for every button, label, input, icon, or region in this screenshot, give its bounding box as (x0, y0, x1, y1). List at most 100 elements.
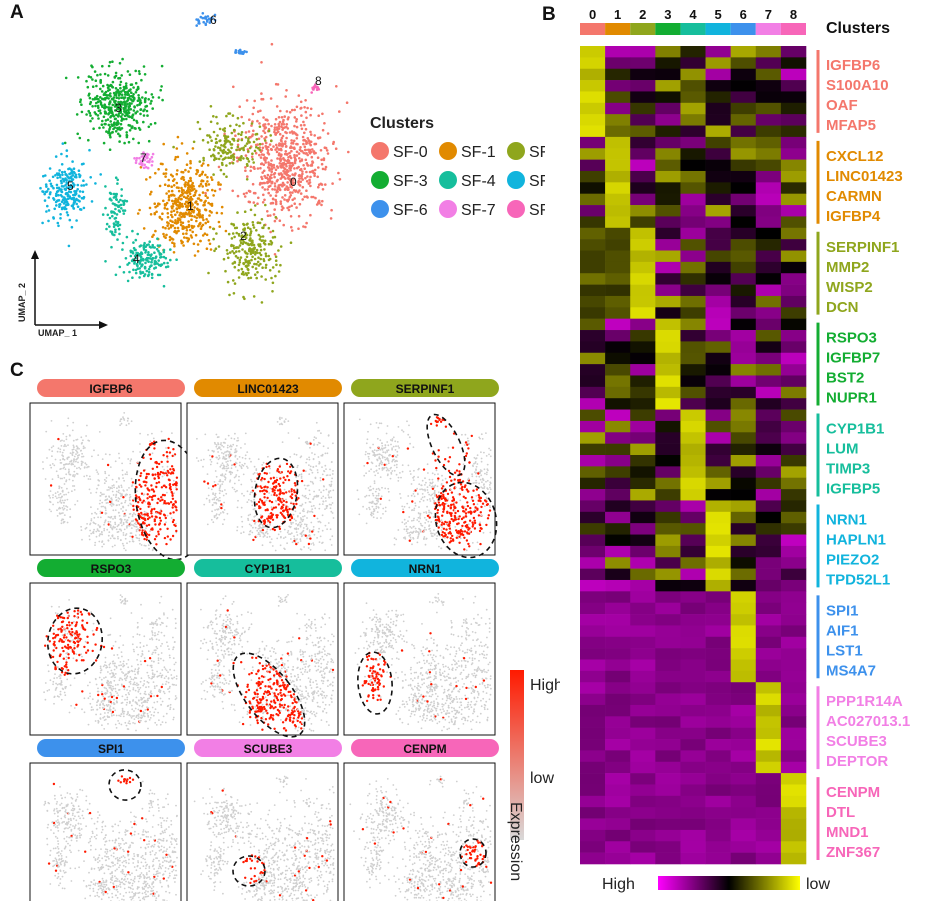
feature-point (249, 493, 252, 496)
umap-point (205, 184, 208, 187)
umap-point (186, 202, 190, 205)
umap-point (89, 176, 92, 179)
feature-point (310, 505, 313, 508)
umap-point (143, 100, 147, 104)
heatmap-cell (680, 557, 706, 569)
umap-point (274, 259, 278, 263)
umap-point (139, 255, 143, 259)
feature-point (119, 420, 122, 422)
umap-point (272, 163, 276, 167)
umap-point (137, 87, 140, 90)
umap-point (273, 130, 276, 134)
feature-point (90, 492, 92, 494)
feature-point (326, 452, 329, 455)
feature-point (213, 501, 216, 504)
umap-point (73, 193, 77, 197)
heatmap-cell (580, 818, 606, 831)
feature-point (282, 509, 286, 512)
umap-point (253, 257, 257, 261)
umap-point (278, 219, 282, 222)
feature-point (73, 455, 76, 458)
umap-point (263, 131, 267, 135)
feature-point (286, 531, 289, 534)
legend-label-SF-5: SF-5 (529, 173, 545, 190)
feature-point (59, 468, 62, 470)
feature-point (117, 523, 120, 526)
feature-point (312, 544, 315, 546)
feature-point (121, 462, 123, 465)
heatmap-cell (730, 557, 757, 569)
umap-point (253, 167, 256, 170)
feature-point (175, 488, 178, 491)
feature-point (139, 542, 141, 545)
feature-point (80, 436, 83, 439)
feature-point (58, 496, 60, 499)
umap-point (244, 166, 247, 169)
umap-point (183, 202, 187, 206)
umap-point (64, 203, 68, 207)
umap-point (310, 170, 314, 173)
feature-point (251, 504, 254, 507)
umap-point (151, 152, 155, 156)
heatmap-cell (630, 432, 656, 444)
heatmap-cell (730, 534, 757, 547)
umap-point (283, 158, 286, 162)
heatmap-cell (780, 852, 807, 865)
feature-point (84, 462, 87, 465)
feature-point (251, 531, 254, 534)
umap-point (148, 206, 152, 210)
umap-point (247, 150, 250, 153)
umap-point (303, 123, 306, 127)
gene-label-SERPINF1: SERPINF1 (826, 239, 899, 256)
umap-point (193, 215, 196, 218)
feature-point (110, 497, 113, 499)
heatmap-cell (680, 477, 706, 490)
heatmap-cell (655, 443, 681, 456)
feature-point (301, 534, 304, 537)
feature-point (123, 515, 125, 518)
umap-point (153, 212, 157, 216)
feature-point (223, 475, 226, 477)
umap-point (302, 120, 305, 124)
feature-point (300, 533, 303, 536)
feature-point (212, 521, 215, 524)
umap-point (227, 256, 230, 260)
feature-point (292, 513, 295, 516)
heatmap-cell (780, 364, 807, 376)
heatmap-cell (580, 704, 606, 717)
heatmap-cell (705, 91, 731, 104)
umap-point (60, 181, 63, 185)
heatmap-cell (705, 739, 731, 751)
heatmap-cell (605, 409, 631, 422)
feature-point (103, 478, 106, 481)
feature-point (255, 469, 258, 472)
feature-point (217, 443, 220, 446)
feature-point (292, 521, 294, 524)
umap-point (314, 196, 317, 200)
feature-point (246, 490, 249, 493)
heatmap-cell (730, 80, 757, 92)
umap-point (247, 276, 250, 280)
heatmap-cell (605, 455, 631, 467)
umap-point (247, 189, 251, 193)
umap-point (132, 97, 136, 101)
umap-point (278, 120, 282, 124)
umap-point (270, 276, 273, 280)
umap-point (139, 112, 142, 116)
umap-point (75, 113, 79, 116)
umap-point (189, 234, 193, 237)
umap-point (234, 134, 237, 137)
feature-point (133, 522, 136, 525)
umap-point (262, 124, 265, 128)
umap-point (211, 153, 215, 157)
heatmap-cell (680, 284, 706, 297)
umap-point (164, 168, 168, 171)
feature-point (75, 460, 77, 463)
umap-point (250, 124, 253, 127)
umap-point (147, 273, 150, 277)
umap-point (309, 213, 312, 217)
heatmap-cell (705, 250, 731, 263)
feature-point (144, 476, 148, 480)
feature-point (332, 470, 334, 472)
umap-point (260, 182, 264, 185)
